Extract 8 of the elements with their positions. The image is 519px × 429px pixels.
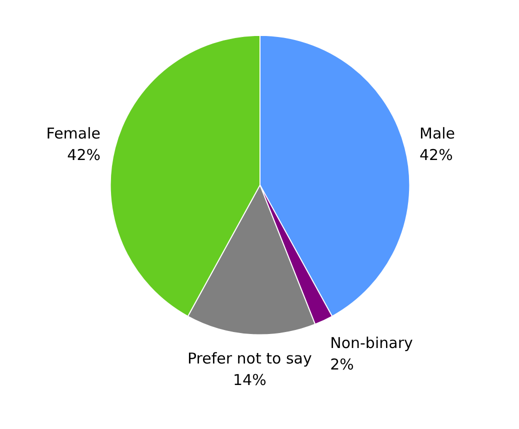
slice-label: Male bbox=[420, 124, 456, 142]
data-label: 14% bbox=[232, 370, 266, 389]
slice-label: Non-binary bbox=[330, 334, 413, 352]
slice-label: Female bbox=[46, 124, 101, 142]
slice-label: Prefer not to say bbox=[187, 349, 312, 368]
data-label: 42% bbox=[420, 146, 453, 164]
data-label: 42% bbox=[67, 146, 100, 164]
data-label: 2% bbox=[330, 356, 354, 374]
